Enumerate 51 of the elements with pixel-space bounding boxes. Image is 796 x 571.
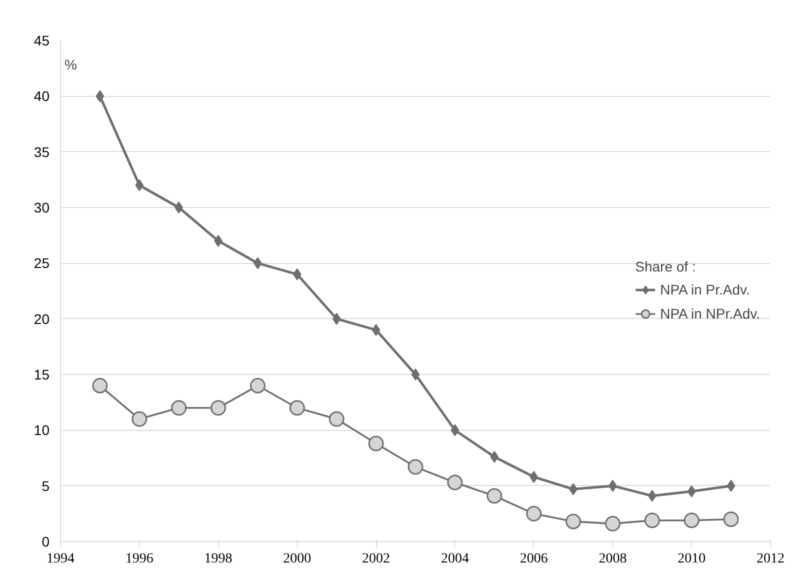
point (726, 480, 736, 492)
point (171, 400, 187, 416)
legend-title: Share of : (635, 258, 697, 274)
point (687, 485, 696, 498)
point (332, 312, 341, 325)
x-tick-label: 1994 (46, 552, 74, 566)
point (96, 90, 104, 102)
point (644, 512, 660, 528)
point (411, 368, 420, 380)
x-tick-label: 2010 (678, 552, 706, 566)
x-tick-label: 2004 (440, 552, 469, 566)
x-tick-label: 1998 (204, 552, 232, 566)
x-tick-label: 2000 (283, 552, 312, 566)
point (723, 511, 739, 527)
x-tick-label: 2006 (520, 552, 548, 566)
point (490, 450, 499, 463)
x-tick-label: 2002 (362, 552, 390, 566)
point (372, 324, 380, 336)
point (604, 516, 620, 532)
point (135, 179, 144, 192)
point (684, 512, 700, 528)
point (210, 400, 226, 416)
point (132, 411, 148, 427)
y-tick-label: 35 (34, 144, 50, 160)
point (250, 378, 266, 394)
point (526, 506, 542, 522)
y-tick-label: 20 (34, 310, 50, 327)
point (289, 400, 305, 416)
point (328, 411, 344, 427)
point (92, 378, 108, 394)
point (486, 488, 502, 504)
point (447, 474, 463, 490)
point (450, 424, 460, 436)
x-tick-label: 2012 (756, 552, 784, 566)
legend-label: NPA in NPr.Adv. (660, 305, 760, 321)
y-tick-label: 45 (34, 32, 50, 48)
y-tick-label: 40 (34, 88, 50, 104)
point (174, 202, 183, 214)
y-axis-title: % (64, 56, 77, 72)
y-tick-label: 5 (42, 478, 50, 494)
point (368, 436, 384, 452)
x-tick-label: 2008 (598, 552, 627, 566)
point (408, 459, 424, 475)
x-tick-label: 1996 (125, 552, 154, 566)
y-tick-label: 25 (34, 255, 50, 272)
y-tick-label: 15 (34, 366, 50, 382)
y-tick-label: 10 (34, 422, 50, 438)
y-tick-label: 30 (34, 200, 50, 216)
point (566, 514, 582, 530)
y-tick-label: 0 (42, 534, 50, 550)
legend-label: NPA in Pr.Adv. (660, 281, 750, 297)
